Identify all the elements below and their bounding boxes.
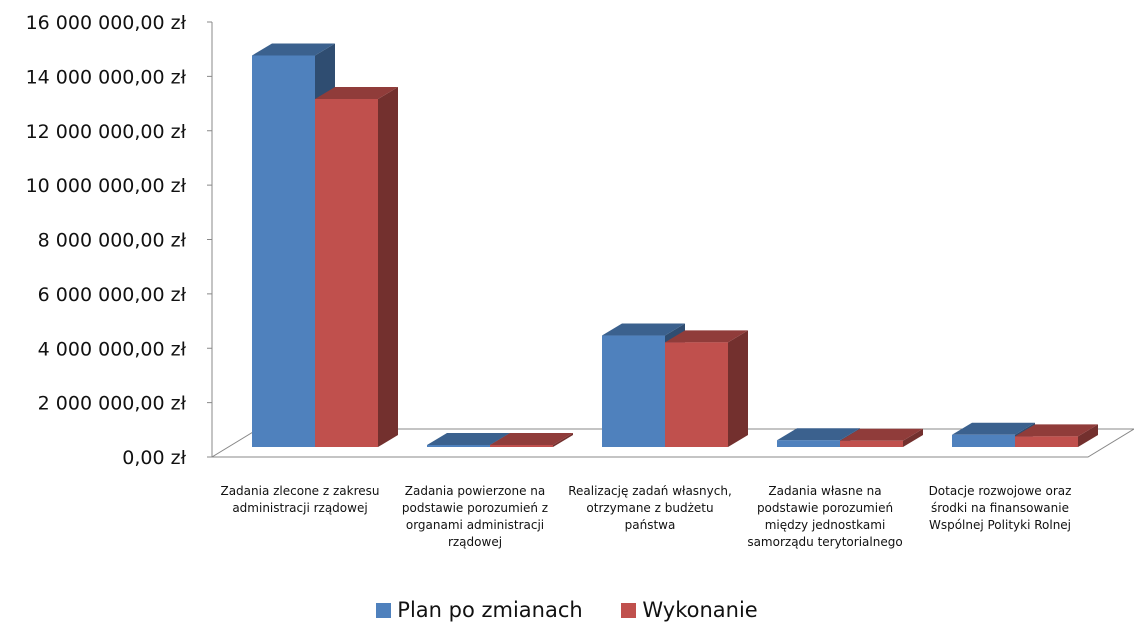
bar-top <box>952 422 1035 435</box>
bar-side <box>903 428 923 447</box>
legend-swatch-wykonanie <box>621 603 637 618</box>
bar-side <box>728 330 748 447</box>
legend: Plan po zmianach Wykonanie <box>0 598 1134 622</box>
category-label-5: Dotacje rozwojowe oraz środki na finanso… <box>928 484 1072 532</box>
bar-top <box>840 428 923 441</box>
y-tick-label: 6 000 000,00 zł <box>38 284 187 306</box>
legend-item-plan: Plan po zmianach <box>376 598 583 622</box>
bar <box>490 445 553 447</box>
y-tick-label: 12 000 000,00 zł <box>26 121 187 143</box>
bar <box>602 335 665 447</box>
bar <box>665 342 728 447</box>
bar <box>252 55 315 447</box>
bar-top <box>665 330 748 343</box>
category-label-4: Zadania własne na podstawie porozumień m… <box>747 484 903 549</box>
bar-top <box>1015 424 1098 437</box>
bar <box>777 440 840 447</box>
bar <box>1015 436 1078 447</box>
bar <box>427 445 490 447</box>
chart-floor <box>210 428 1134 458</box>
y-tick-label: 14 000 000,00 zł <box>26 66 187 88</box>
y-tick-label: 16 000 000,00 zł <box>26 12 187 34</box>
bar <box>840 440 903 447</box>
y-tick-label: 0,00 zł <box>122 447 186 469</box>
bar-top <box>427 433 510 445</box>
bar-side <box>553 433 573 447</box>
bar <box>952 434 1015 447</box>
bar-top <box>490 433 573 445</box>
y-tick-label: 10 000 000,00 zł <box>26 175 187 197</box>
y-tick-label: 8 000 000,00 zł <box>38 230 187 252</box>
y-tick-label: 4 000 000,00 zł <box>38 338 187 360</box>
bar-top <box>315 87 398 99</box>
legend-label-wykonanie: Wykonanie <box>642 598 758 622</box>
bar-top <box>602 323 685 336</box>
bar-top <box>777 428 860 441</box>
bar-top <box>252 43 335 56</box>
category-label-3: Realizację zadań własnych, otrzymane z b… <box>568 484 732 532</box>
legend-label-plan: Plan po zmianach <box>397 598 583 622</box>
legend-item-wykonanie: Wykonanie <box>621 598 758 622</box>
legend-swatch-plan <box>376 603 392 618</box>
y-tick-label: 2 000 000,00 zł <box>38 393 187 415</box>
bar <box>315 99 378 447</box>
bar-side <box>378 87 398 447</box>
category-label-1: Zadania zlecone z zakresu administracji … <box>220 484 380 515</box>
category-label-2: Zadania powierzone na podstawie porozumi… <box>401 484 549 549</box>
bar-side <box>1078 424 1098 447</box>
